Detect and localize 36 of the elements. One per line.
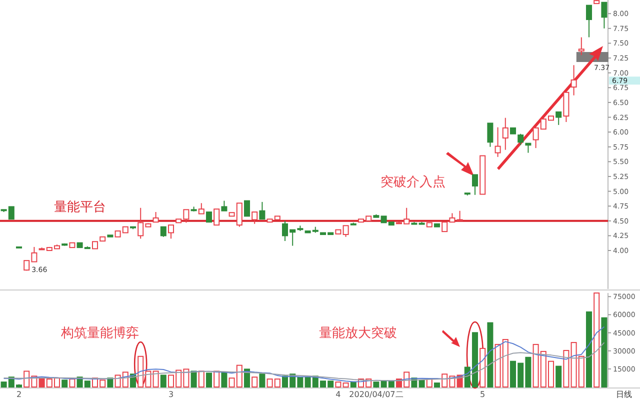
x-tick-label: 3 <box>168 390 174 399</box>
bar <box>259 374 266 388</box>
bar <box>350 382 356 388</box>
bar <box>563 350 570 388</box>
line-series <box>3 326 605 382</box>
bar <box>556 366 562 388</box>
annotation: 构筑量能博弈 <box>60 325 139 341</box>
annotation: 突破介入点 <box>380 175 446 190</box>
x-tick-label: 4 <box>336 390 341 399</box>
bar <box>586 311 592 388</box>
x-tick-label: 2 <box>16 390 22 399</box>
bar <box>480 348 486 388</box>
bar <box>594 292 600 388</box>
annotation: 量能放大突破 <box>319 326 397 341</box>
bar <box>214 370 220 388</box>
bar <box>252 376 258 388</box>
bar <box>221 372 228 388</box>
text: 日线 <box>616 390 632 399</box>
bar <box>418 380 425 388</box>
bar <box>206 372 212 388</box>
line-series <box>3 342 605 382</box>
x-tick-label: 5 <box>480 390 486 399</box>
bar <box>152 370 159 388</box>
bar <box>62 380 68 388</box>
bar <box>198 370 204 388</box>
bar <box>601 317 608 388</box>
bar <box>487 322 494 388</box>
bar <box>373 382 380 388</box>
bar <box>342 382 349 388</box>
bar <box>434 382 440 388</box>
bar <box>160 374 166 388</box>
x-tick-label: 2020/04/07二 <box>349 390 404 399</box>
bar <box>335 382 342 388</box>
bar <box>69 378 76 388</box>
bar <box>190 370 197 388</box>
ref-line-label: 量能平台 <box>54 200 106 215</box>
